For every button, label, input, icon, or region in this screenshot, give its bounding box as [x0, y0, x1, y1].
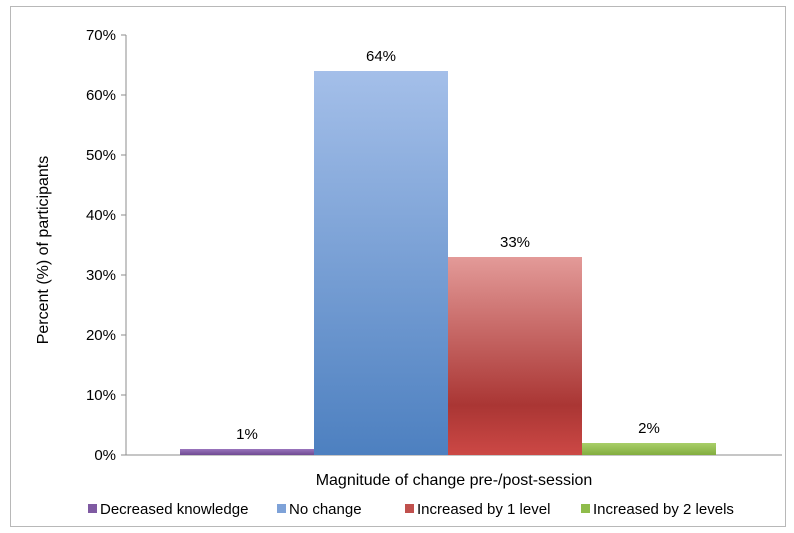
- bar-decreased-knowledge: [180, 449, 314, 455]
- x-axis-title: Magnitude of change pre-/post-session: [316, 472, 593, 489]
- bar-increased-by-2-levels: [582, 443, 716, 455]
- y-tick-label: 0%: [94, 447, 116, 464]
- y-tick-label: 30%: [86, 267, 116, 284]
- data-label: 2%: [638, 420, 660, 437]
- data-label: 1%: [236, 426, 258, 443]
- y-tick-label: 50%: [86, 147, 116, 164]
- data-label: 64%: [366, 48, 396, 65]
- y-ticks: 0% 10% 20% 30% 40% 50% 60% 70%: [86, 27, 126, 464]
- bar-increased-by-1-level: [448, 257, 582, 455]
- legend-label: No change: [289, 501, 362, 518]
- legend-label: Decreased knowledge: [100, 501, 248, 518]
- legend-swatch: [405, 504, 414, 513]
- y-axis-title: Percent (%) of participants: [35, 156, 52, 345]
- legend-label: Increased by 1 level: [417, 501, 550, 518]
- data-labels: 1% 64% 33% 2%: [236, 48, 660, 443]
- bars: [180, 71, 716, 455]
- legend-swatch: [581, 504, 590, 513]
- legend-swatch: [88, 504, 97, 513]
- y-tick-label: 10%: [86, 387, 116, 404]
- y-tick-label: 60%: [86, 87, 116, 104]
- legend-label: Increased by 2 levels: [593, 501, 734, 518]
- y-tick-label: 20%: [86, 327, 116, 344]
- legend: Decreased knowledge No change Increased by…: [88, 501, 734, 518]
- y-tick-label: 40%: [86, 207, 116, 224]
- y-tick-label: 70%: [86, 27, 116, 44]
- bar-no-change: [314, 71, 448, 455]
- data-label: 33%: [500, 234, 530, 251]
- legend-swatch: [277, 504, 286, 513]
